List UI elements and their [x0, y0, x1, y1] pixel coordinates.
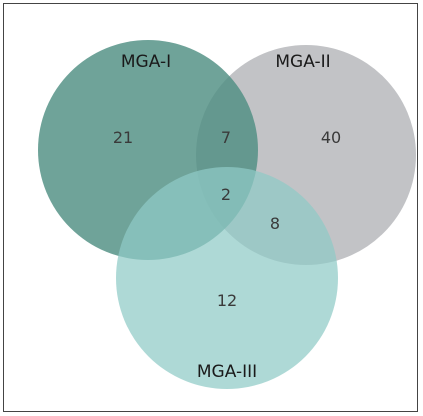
- label-mga-ii: MGA-II: [275, 52, 330, 72]
- circle-mga-iii: [116, 167, 338, 389]
- count-only-mga-ii: 40: [321, 128, 341, 147]
- count-mga-i-ii: 7: [221, 128, 231, 147]
- label-mga-i: MGA-I: [121, 52, 171, 72]
- count-only-mga-i: 21: [113, 128, 133, 147]
- count-mga-i-ii-iii: 2: [221, 185, 231, 204]
- count-only-mga-iii: 12: [217, 291, 237, 310]
- label-mga-iii: MGA-III: [197, 362, 257, 382]
- count-mga-ii-iii: 8: [270, 214, 280, 233]
